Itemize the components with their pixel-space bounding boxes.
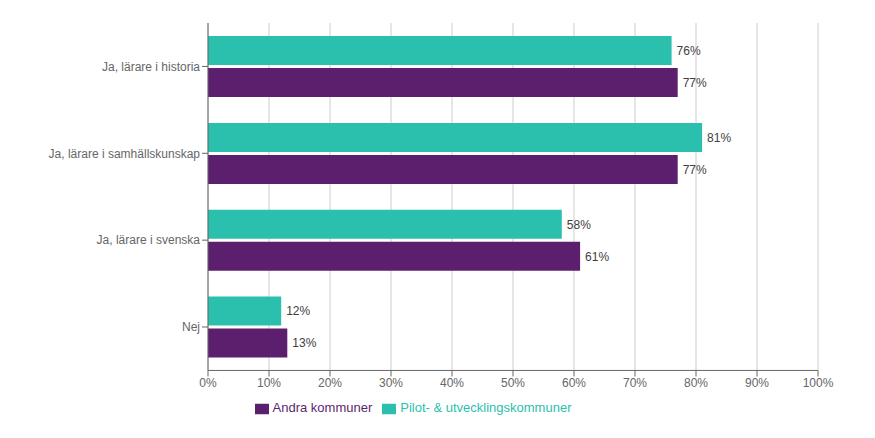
svg-text:90%: 90% <box>745 376 769 390</box>
svg-text:30%: 30% <box>379 376 403 390</box>
svg-text:100%: 100% <box>803 376 834 390</box>
svg-text:60%: 60% <box>562 376 586 390</box>
svg-text:50%: 50% <box>501 376 525 390</box>
html-text:Andra kommuner: Andra kommuner <box>272 400 373 416</box>
svg-text:13%: 13% <box>292 336 316 350</box>
svg-text:70%: 70% <box>623 376 647 390</box>
svg-text:61%: 61% <box>585 250 609 264</box>
svg-text:12%: 12% <box>286 304 310 318</box>
svg-text:10%: 10% <box>257 376 281 390</box>
svg-text:Ja, lärare i svenska: Ja, lärare i svenska <box>97 233 201 247</box>
svg-text:20%: 20% <box>318 376 342 390</box>
svg-text:77%: 77% <box>683 76 707 90</box>
svg-text:58%: 58% <box>567 218 591 232</box>
svg-text:Ja, lärare i samhällskunskap: Ja, lärare i samhällskunskap <box>49 147 201 161</box>
svg-text:76%: 76% <box>677 44 701 58</box>
svg-text:Nej: Nej <box>182 320 200 334</box>
html-text:Pilot- & utvecklingskommuner: Pilot- & utvecklingskommuner <box>400 400 572 416</box>
svg-text:Ja, lärare i historia: Ja, lärare i historia <box>102 60 200 74</box>
svg-text:40%: 40% <box>440 376 464 390</box>
svg-text:80%: 80% <box>684 376 708 390</box>
svg-text:0%: 0% <box>199 376 217 390</box>
svg-text:77%: 77% <box>683 163 707 177</box>
svg-text:81%: 81% <box>707 131 731 145</box>
